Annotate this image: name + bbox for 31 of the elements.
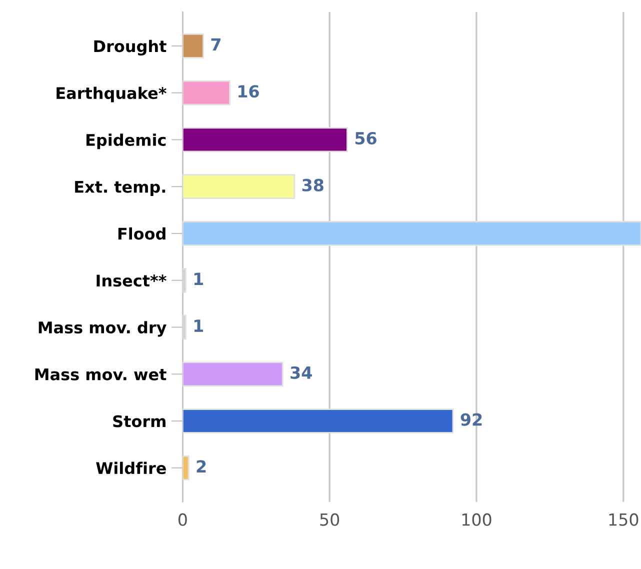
- data-label: 1: [194, 272, 204, 285]
- y-tick-label: Drought: [94, 40, 166, 56]
- data-label: 56: [355, 132, 376, 145]
- data-label: 38: [302, 178, 324, 192]
- y-tick-label: Epidemic: [86, 134, 166, 150]
- y-tick-label: Insect**: [96, 274, 166, 287]
- bar: [182, 408, 454, 434]
- bar: [182, 127, 348, 152]
- data-label: 1: [194, 320, 204, 332]
- y-tick-label: Mass mov. wet: [35, 368, 166, 380]
- data-label: 2: [196, 460, 206, 472]
- x-tick-label: 150: [609, 513, 638, 526]
- bar: [182, 80, 230, 106]
- x-tick-label: 100: [462, 513, 492, 526]
- y-tick-label: Storm: [113, 415, 166, 428]
- data-label: 34: [290, 366, 312, 379]
- bar: [182, 34, 204, 58]
- bar: [182, 455, 190, 480]
- y-tick-label: Mass mov. dry: [38, 321, 166, 337]
- data-label: 16: [238, 85, 259, 98]
- x-tick-label: 50: [320, 513, 340, 526]
- bar: [182, 174, 296, 199]
- y-tick-label: Flood: [118, 227, 166, 240]
- data-label: 92: [460, 413, 482, 426]
- y-tick-label: Wildfire: [96, 462, 166, 474]
- data-label: 7: [211, 38, 220, 51]
- y-tick-label: Ext. temp.: [75, 181, 166, 196]
- bar: [182, 221, 641, 246]
- y-tick-label: Earthquake*: [56, 86, 166, 102]
- bar: [182, 362, 284, 387]
- x-tick-label: 0: [178, 513, 187, 526]
